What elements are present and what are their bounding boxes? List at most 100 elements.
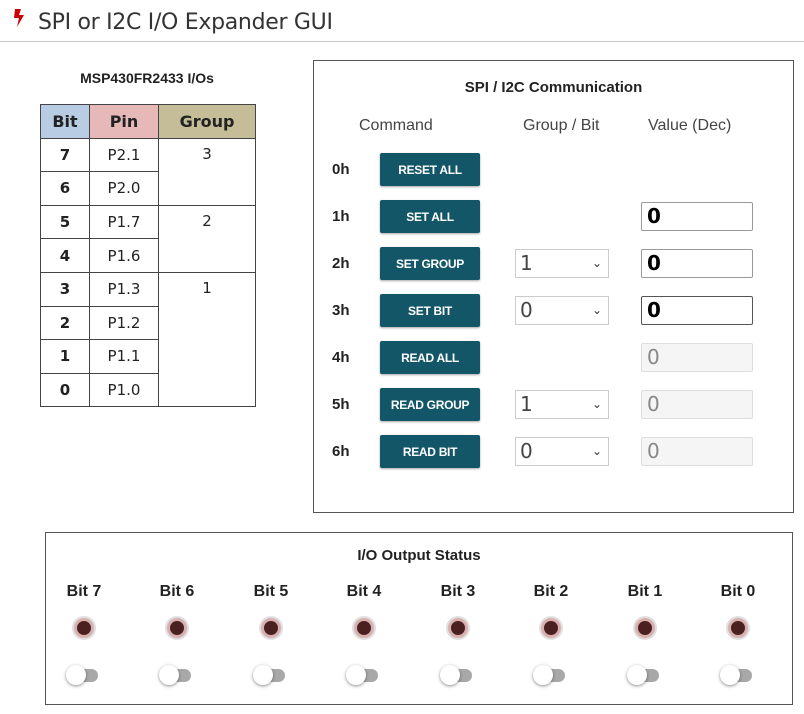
bit-label: Bit 3 (440, 583, 476, 600)
io-table-title: MSP430FR2433 I/Os (80, 70, 214, 86)
led-indicator (261, 618, 281, 638)
table-row: 1 P1.1 (40, 339, 256, 374)
reset-all-button[interactable]: RESET ALL (380, 153, 480, 186)
read-all-value-output: 0 (641, 343, 753, 372)
set-group-button[interactable]: SET GROUP (380, 247, 480, 280)
read-bit-button[interactable]: READ BIT (380, 435, 480, 468)
table-row: 2 P1.2 (40, 305, 256, 341)
command-code: 4h (332, 349, 350, 366)
bit-label: Bit 4 (346, 583, 382, 600)
bit-status-2: Bit 2 (521, 583, 581, 693)
group-cell: 2 (158, 204, 256, 273)
command-code: 1h (332, 208, 350, 225)
group-cell: 3 (158, 137, 256, 206)
command-row-read-all: 4h READ ALL 0 (314, 341, 793, 375)
output-status-panel: I/O Output Status Bit 7 Bit 6 Bit 5 Bit … (45, 532, 793, 705)
bit-7-toggle[interactable] (66, 665, 100, 685)
led-indicator (541, 618, 561, 638)
app-header: SPI or I2C I/O Expander GUI (0, 0, 804, 42)
read-all-button[interactable]: READ ALL (380, 341, 480, 374)
command-row-read-bit: 6h READ BIT 0 ⌄ 0 (314, 435, 793, 469)
bit-cell: 1 (40, 339, 90, 374)
pin-cell: P1.1 (89, 339, 159, 374)
pin-cell: P1.7 (89, 204, 159, 240)
bit-5-toggle[interactable] (253, 665, 287, 685)
command-row-set-all: 1h SET ALL 0 (314, 200, 793, 234)
led-indicator (728, 618, 748, 638)
bit-status-3: Bit 3 (428, 583, 488, 693)
set-bit-value-input[interactable]: 0 (641, 296, 753, 325)
bit-status-7: Bit 7 (54, 583, 114, 693)
bit-status-6: Bit 6 (147, 583, 207, 693)
command-row-set-bit: 3h SET BIT 0 ⌄ 0 (314, 294, 793, 328)
set-all-value-input[interactable]: 0 (641, 202, 753, 231)
bit-label: Bit 0 (720, 583, 756, 600)
column-header-group-bit: Group / Bit (523, 117, 600, 134)
bit-6-toggle[interactable] (159, 665, 193, 685)
set-group-select[interactable]: 1 ⌄ (515, 249, 609, 278)
set-group-value-input[interactable]: 0 (641, 249, 753, 278)
group-cell: 1 (158, 271, 256, 408)
led-indicator (354, 618, 374, 638)
pin-cell: P1.2 (89, 305, 159, 341)
column-header-command: Command (359, 117, 433, 134)
read-group-select[interactable]: 1 ⌄ (515, 390, 609, 419)
command-code: 3h (332, 302, 350, 319)
chevron-down-icon: ⌄ (591, 444, 602, 458)
select-value: 1 (520, 392, 533, 416)
set-bit-select[interactable]: 0 ⌄ (515, 296, 609, 325)
pin-cell: P2.0 (89, 171, 159, 206)
header-group: Group (158, 104, 256, 139)
bit-label: Bit 5 (253, 583, 289, 600)
header-bit: Bit (40, 104, 90, 139)
output-status-title: I/O Output Status (357, 547, 481, 564)
table-row: 7 P2.1 3 (40, 137, 256, 206)
select-value: 1 (520, 251, 533, 275)
bit-cell: 3 (40, 271, 90, 307)
header-pin: Pin (89, 104, 159, 139)
command-row-reset-all: 0h RESET ALL (314, 153, 793, 187)
bit-3-toggle[interactable] (440, 665, 474, 685)
table-row: 5 P1.7 2 (40, 204, 256, 273)
ti-logo-icon (14, 9, 24, 27)
command-code: 0h (332, 161, 350, 178)
table-row: 4 P1.6 (40, 238, 256, 273)
bit-cell: 5 (40, 204, 90, 240)
chevron-down-icon: ⌄ (591, 397, 602, 411)
bit-label: Bit 6 (159, 583, 195, 600)
led-indicator (74, 618, 94, 638)
bit-cell: 4 (40, 238, 90, 273)
set-bit-button[interactable]: SET BIT (380, 294, 480, 327)
read-bit-select[interactable]: 0 ⌄ (515, 437, 609, 466)
command-code: 6h (332, 443, 350, 460)
bit-1-toggle[interactable] (627, 665, 661, 685)
read-bit-value-output: 0 (641, 437, 753, 466)
bit-2-toggle[interactable] (533, 665, 567, 685)
led-indicator (167, 618, 187, 638)
bit-cell: 7 (40, 137, 90, 173)
pin-cell: P2.1 (89, 137, 159, 173)
set-all-button[interactable]: SET ALL (380, 200, 480, 233)
table-row: 3 P1.3 1 (40, 271, 256, 408)
led-indicator (448, 618, 468, 638)
command-row-read-group: 5h READ GROUP 1 ⌄ 0 (314, 388, 793, 422)
bit-status-1: Bit 1 (615, 583, 675, 693)
bit-cell: 6 (40, 171, 90, 206)
bit-status-4: Bit 4 (334, 583, 394, 693)
pin-cell: P1.6 (89, 238, 159, 273)
table-row: 0 P1.0 (40, 372, 256, 408)
bit-0-toggle[interactable] (720, 665, 754, 685)
command-code: 2h (332, 255, 350, 272)
bit-4-toggle[interactable] (346, 665, 380, 685)
led-indicator (635, 618, 655, 638)
io-pin-table: Bit Pin Group 7 P2.1 3 6 P2.0 5 P1.7 2 4… (40, 104, 256, 408)
column-header-value: Value (Dec) (648, 117, 732, 134)
communication-panel: SPI / I2C Communication Command Group / … (313, 60, 794, 513)
command-code: 5h (332, 396, 350, 413)
chevron-down-icon: ⌄ (591, 303, 602, 317)
command-row-set-group: 2h SET GROUP 1 ⌄ 0 (314, 247, 793, 281)
select-value: 0 (520, 439, 533, 463)
read-group-button[interactable]: READ GROUP (380, 388, 480, 421)
bit-label: Bit 1 (627, 583, 663, 600)
pin-cell: P1.0 (89, 372, 159, 408)
